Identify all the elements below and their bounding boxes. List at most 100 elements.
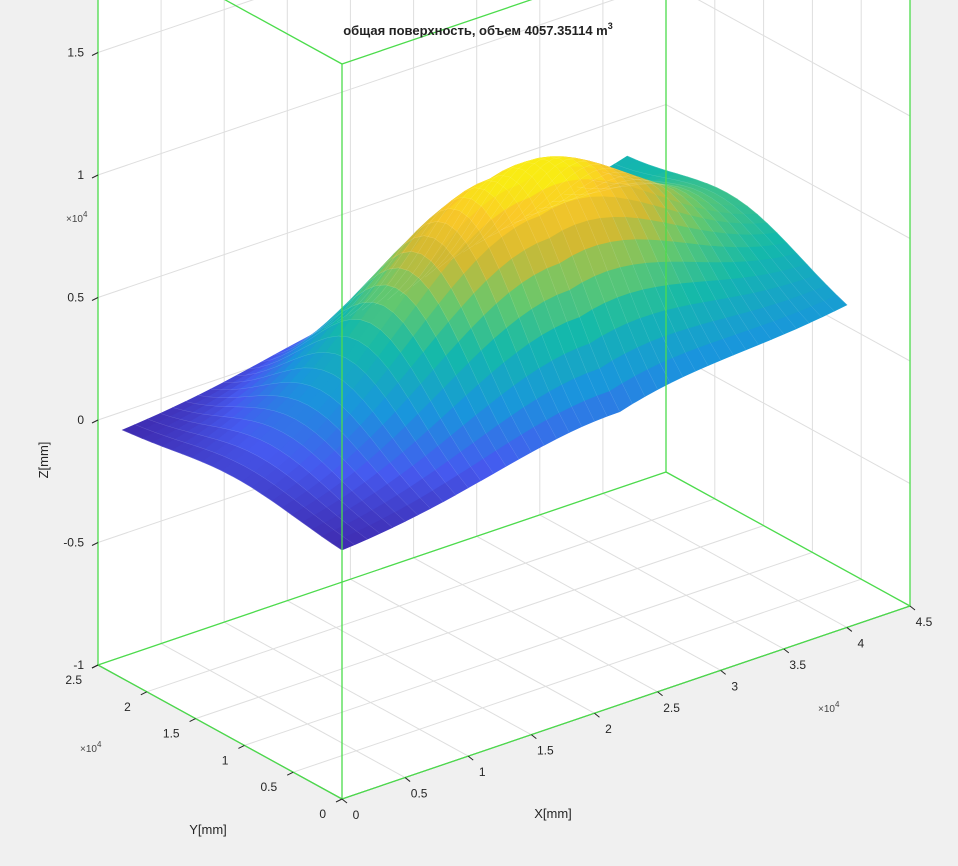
mesh-line — [425, 161, 646, 397]
mesh-line — [210, 382, 431, 509]
y-tick-mark — [238, 744, 245, 749]
mesh-line — [362, 196, 583, 427]
mesh-line — [374, 187, 595, 422]
mesh-line — [160, 413, 381, 534]
x-tick-label: 2.5 — [663, 701, 680, 715]
z-tick-mark — [91, 52, 99, 56]
mesh-line — [589, 179, 810, 324]
bounding-box-edge — [97, 664, 343, 800]
surface-facet — [823, 295, 848, 312]
mesh-line — [399, 174, 620, 412]
x-tick-mark — [657, 691, 663, 697]
mesh-line — [614, 163, 835, 312]
x-axis-label: X[mm] — [534, 806, 572, 821]
z-exponent-power: 4 — [83, 210, 88, 219]
x-tick-mark — [467, 755, 474, 761]
bounding-box-edge — [97, 471, 667, 666]
z-exponent-base: ×10 — [66, 214, 83, 225]
mesh-line — [261, 319, 482, 481]
floor-pane — [98, 472, 910, 799]
y-tick-label: 2.5 — [65, 673, 82, 687]
z-tick-mark — [91, 664, 99, 669]
mesh-line — [311, 251, 532, 453]
z-exponent-label: ×104 — [66, 210, 88, 225]
mesh-line — [564, 181, 784, 335]
mesh-line — [134, 424, 355, 545]
y-exponent-label: ×104 — [80, 740, 102, 755]
y-tick-label: 2 — [124, 700, 131, 714]
mesh-line — [298, 267, 519, 460]
x-tick-mark — [846, 627, 853, 632]
x-tick-mark — [341, 798, 348, 804]
x-tick-label: 0.5 — [411, 787, 428, 801]
bounding-box-edge — [341, 605, 911, 800]
mesh-line — [336, 221, 557, 439]
mesh-line — [185, 401, 406, 522]
x-tick-label: 4 — [858, 636, 865, 650]
mesh-line — [248, 335, 469, 488]
mesh-line — [122, 429, 343, 551]
y-exponent-base: ×10 — [80, 744, 97, 755]
y-tick-label: 0.5 — [261, 780, 278, 794]
x-tick-label: 1 — [479, 765, 486, 779]
mesh-line — [526, 171, 747, 350]
z-tick-label: -0.5 — [63, 536, 84, 550]
surface-mesh — [121, 155, 848, 551]
x-tick-mark — [594, 712, 600, 718]
z-tick-label: 1 — [77, 168, 84, 182]
z-tick-mark — [91, 297, 99, 301]
mesh-line — [172, 407, 393, 528]
chart-title-text: общая поверхность, объем 4057.35114 m — [343, 23, 608, 38]
z-tick-label: 0.5 — [67, 291, 84, 305]
chart-title: общая поверхность, объем 4057.35114 m3 — [343, 21, 613, 38]
z-tick-label: -1 — [73, 658, 84, 672]
mesh-line — [513, 168, 734, 356]
x-tick-label: 3.5 — [789, 658, 806, 672]
x-exponent-base: ×10 — [818, 704, 835, 715]
mesh-line — [538, 175, 759, 345]
x-exponent-label: ×104 — [818, 700, 840, 715]
mesh-line — [198, 395, 418, 516]
mesh-line — [601, 171, 822, 318]
mesh-line — [475, 157, 696, 372]
x-tick-label: 1.5 — [537, 744, 554, 758]
z-axis-label: Z[mm] — [36, 442, 51, 479]
y-tick-mark — [335, 798, 343, 803]
x-tick-label: 3 — [731, 679, 738, 693]
mesh-line — [147, 418, 368, 540]
z-tick-label: 0 — [77, 413, 84, 427]
x-tick-mark — [783, 648, 790, 654]
mesh-line — [450, 156, 671, 384]
mesh-line — [412, 167, 633, 404]
mesh-line — [273, 302, 494, 474]
y-tick-label: 1 — [222, 753, 229, 767]
tick-labels: 00.511.522.533.544.500.511.522.5-1-0.500… — [63, 46, 933, 823]
z-tick-label: 1.5 — [67, 46, 84, 60]
x-tick-label: 2 — [605, 722, 612, 736]
bounding-box-edge — [224, 0, 343, 65]
chart-title-superscript: 3 — [608, 21, 613, 31]
x-tick-mark — [909, 605, 916, 611]
y-tick-mark — [286, 771, 294, 776]
mesh-line — [349, 208, 570, 433]
bounding-box-edge — [341, 0, 533, 65]
x-tick-mark — [531, 734, 537, 740]
mesh-line — [488, 160, 709, 366]
mesh-line — [223, 367, 444, 502]
z-tick-mark — [91, 542, 99, 546]
x-tick-mark — [720, 669, 726, 675]
mesh-line — [576, 183, 797, 329]
y-tick-label: 1.5 — [163, 727, 180, 741]
x-tick-mark — [404, 777, 411, 782]
y-tick-mark — [140, 691, 148, 696]
mesh-line — [501, 164, 721, 361]
mesh-line — [387, 180, 608, 417]
y-axis-label: Y[mm] — [189, 822, 227, 837]
mesh-line — [463, 156, 684, 378]
x-tick-label: 4.5 — [916, 615, 933, 629]
x-tick-label: 0 — [353, 808, 360, 822]
mesh-line — [551, 179, 772, 340]
y-tick-label: 0 — [319, 807, 326, 821]
